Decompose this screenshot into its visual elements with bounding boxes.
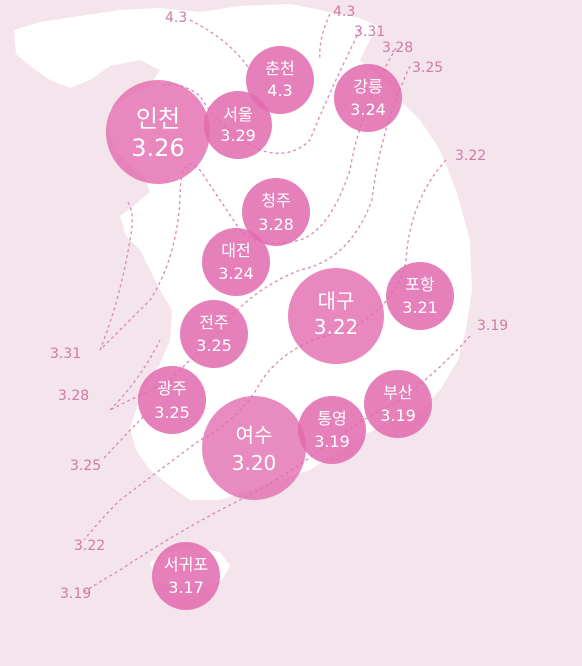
- city-value: 3.22: [314, 315, 359, 339]
- city-value: 3.28: [258, 215, 294, 234]
- city-bubble[interactable]: [152, 542, 220, 610]
- city-name: 여수: [236, 423, 273, 447]
- contour-line: [319, 13, 331, 61]
- city-busan[interactable]: 부산 3.19: [364, 370, 432, 438]
- city-bubbles: 인천 3.26 서울 3.29 춘천 4.3 강릉 3.24 청주 3.28 대…: [106, 46, 454, 610]
- contour-label: 3.28: [58, 388, 89, 404]
- city-name: 서귀포: [164, 555, 208, 574]
- city-bubble[interactable]: [202, 228, 270, 296]
- contour-labels: 4.3 4.3 3.31 3.28 3.25 3.22 3.19 3.31 3.…: [50, 4, 508, 602]
- city-pohang[interactable]: 포항 3.21: [386, 262, 454, 330]
- contour-label: 3.22: [455, 148, 486, 164]
- city-value: 3.25: [154, 403, 190, 422]
- city-name: 대전: [221, 241, 250, 260]
- city-name: 포항: [405, 275, 435, 294]
- city-bubble[interactable]: [138, 366, 206, 434]
- city-name: 대구: [318, 289, 355, 313]
- city-value: 3.29: [220, 126, 256, 145]
- city-bubble[interactable]: [202, 396, 306, 500]
- city-seoul[interactable]: 서울 3.29: [204, 91, 272, 159]
- city-bubble[interactable]: [298, 396, 366, 464]
- city-name: 강릉: [353, 77, 382, 96]
- city-bubble[interactable]: [364, 370, 432, 438]
- city-name: 광주: [157, 379, 186, 398]
- city-bubble[interactable]: [288, 268, 384, 364]
- city-yeosu[interactable]: 여수 3.20: [202, 396, 306, 500]
- city-name: 인천: [136, 105, 180, 133]
- city-name: 부산: [383, 383, 413, 402]
- city-value: 3.21: [402, 298, 438, 317]
- city-bubble[interactable]: [180, 300, 248, 368]
- city-seogwipo[interactable]: 서귀포 3.17: [152, 542, 220, 610]
- city-gangneung[interactable]: 강릉 3.24: [334, 64, 402, 132]
- contour-label: 3.19: [60, 586, 91, 602]
- contour-label: 3.31: [354, 24, 385, 40]
- city-name: 서울: [223, 105, 252, 124]
- city-cheongju[interactable]: 청주 3.28: [242, 178, 310, 246]
- contour-label: 3.19: [477, 318, 508, 334]
- contour-label: 3.31: [50, 346, 81, 362]
- city-incheon[interactable]: 인천 3.26: [106, 80, 210, 184]
- city-name: 춘천: [265, 59, 294, 78]
- contour-label: 3.22: [74, 538, 105, 554]
- city-bubble[interactable]: [106, 80, 210, 184]
- city-value: 3.19: [314, 432, 350, 451]
- city-value: 3.24: [350, 100, 386, 119]
- contour-label: 3.25: [70, 458, 101, 474]
- city-value: 4.3: [267, 81, 292, 100]
- city-value: 3.20: [232, 451, 277, 475]
- city-value: 3.26: [131, 134, 184, 162]
- city-bubble[interactable]: [334, 64, 402, 132]
- contour-line: [83, 159, 447, 541]
- contour-line: [109, 65, 411, 411]
- contour-label: 4.3: [333, 4, 355, 20]
- contour-line: [189, 19, 251, 71]
- city-bubble[interactable]: [246, 46, 314, 114]
- city-name: 전주: [199, 313, 228, 332]
- contour-label: 3.25: [412, 60, 443, 76]
- city-bubble[interactable]: [204, 91, 272, 159]
- city-name: 통영: [317, 409, 346, 428]
- city-value: 3.17: [168, 578, 204, 597]
- city-bubble[interactable]: [242, 178, 310, 246]
- city-bubble[interactable]: [386, 262, 454, 330]
- city-value: 3.19: [380, 406, 416, 425]
- contour-label: 3.28: [382, 40, 413, 56]
- contour-line: [99, 199, 133, 351]
- contour-line: [109, 339, 161, 411]
- city-name: 청주: [261, 191, 290, 210]
- city-chuncheon[interactable]: 춘천 4.3: [246, 46, 314, 114]
- city-value: 3.25: [196, 336, 232, 355]
- city-value: 3.24: [218, 264, 254, 283]
- city-daegu[interactable]: 대구 3.22: [288, 268, 384, 364]
- contour-label: 4.3: [165, 10, 187, 26]
- city-daejeon[interactable]: 대전 3.24: [202, 228, 270, 296]
- city-tongyeong[interactable]: 통영 3.19: [298, 396, 366, 464]
- city-gwangju[interactable]: 광주 3.25: [138, 366, 206, 434]
- city-jeonju[interactable]: 전주 3.25: [180, 300, 248, 368]
